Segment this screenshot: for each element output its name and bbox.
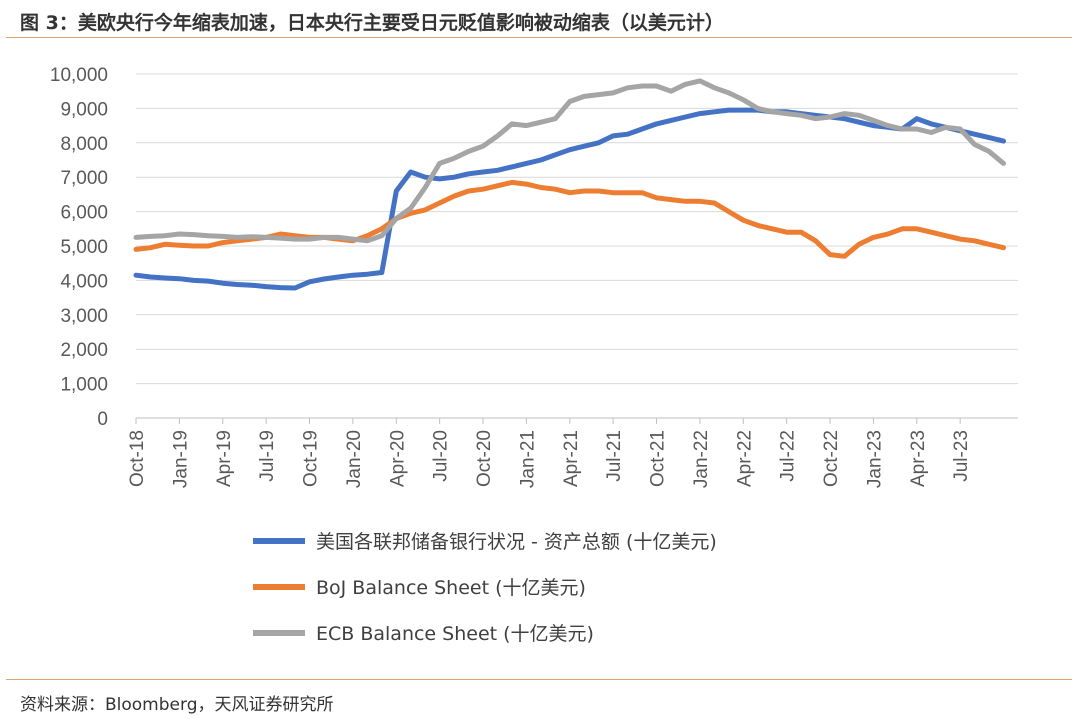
x-tick-label: Apr-22	[734, 430, 755, 487]
series-line-2	[133, 179, 1006, 259]
x-tick-label: Jul-22	[778, 430, 799, 482]
y-tick-label: 9,000	[60, 99, 108, 120]
series-lines	[133, 78, 1006, 291]
series-line-3	[133, 78, 1006, 244]
figure-title: 图 3：美欧央行今年缩表加速，日本央行主要受日元贬值影响被动缩表（以美元计）	[20, 12, 724, 34]
y-tick-label: 0	[97, 409, 108, 430]
x-tick-label: Oct-18	[127, 430, 148, 487]
source-note: 资料来源：Bloomberg，天风证券研究所	[20, 695, 334, 715]
series-line-1	[133, 107, 1006, 291]
x-tick-label: Jan-23	[864, 430, 885, 488]
x-tick-label: Jul-19	[257, 430, 278, 482]
y-axis-ticks: 0 1,000 2,000 3,000 4,000 5,000 6,000 7,000 8,00…	[50, 65, 108, 430]
x-tick-label: Jul-23	[951, 430, 972, 482]
x-tick-label: Jul-20	[431, 430, 452, 482]
y-tick-label: 2,000	[60, 340, 108, 361]
x-tick-label: Jan-20	[344, 430, 365, 488]
legend: 美国各联邦储备银行状况 - 资产总额 (十亿美元) BoJ Balance She…	[253, 531, 717, 645]
x-axis: Oct-18 Jan-19 Apr-19 Jul-19 Oct-19 Jan-20 Apr-…	[127, 417, 1018, 488]
x-tick-label: Jul-21	[604, 430, 625, 482]
y-tick-label: 8,000	[60, 134, 108, 155]
y-tick-label: 1,000	[60, 375, 108, 396]
x-tick-label: Oct-21	[648, 430, 669, 487]
x-tick-label: Jan-22	[691, 430, 712, 488]
y-tick-label: 6,000	[60, 203, 108, 224]
x-tick-label: Apr-19	[214, 430, 235, 487]
y-tick-label: 5,000	[60, 237, 108, 258]
title-divider	[6, 37, 1072, 38]
x-tick-label: Jan-21	[517, 430, 538, 488]
x-tick-label: Jan-19	[170, 430, 191, 488]
legend-label: BoJ Balance Sheet (十亿美元)	[316, 577, 586, 599]
x-tick-label: Oct-22	[821, 430, 842, 487]
line-chart: 0 1,000 2,000 3,000 4,000 5,000 6,000 7,000 8,00…	[50, 65, 1018, 645]
x-tick-label: Apr-20	[387, 430, 408, 487]
y-tick-label: 10,000	[50, 65, 108, 86]
x-tick-label: Oct-20	[474, 430, 495, 487]
x-tick-label: Apr-21	[561, 430, 582, 487]
x-tick-label: Oct-19	[301, 430, 322, 487]
x-tick-label: Apr-23	[908, 430, 929, 487]
y-tick-label: 3,000	[60, 306, 108, 327]
y-tick-label: 4,000	[60, 271, 108, 292]
legend-label: 美国各联邦储备银行状况 - 资产总额 (十亿美元)	[316, 531, 717, 553]
y-tick-label: 7,000	[60, 168, 108, 189]
source-divider	[6, 679, 1072, 680]
legend-label: ECB Balance Sheet (十亿美元)	[316, 623, 594, 645]
gridlines	[136, 73, 1018, 385]
